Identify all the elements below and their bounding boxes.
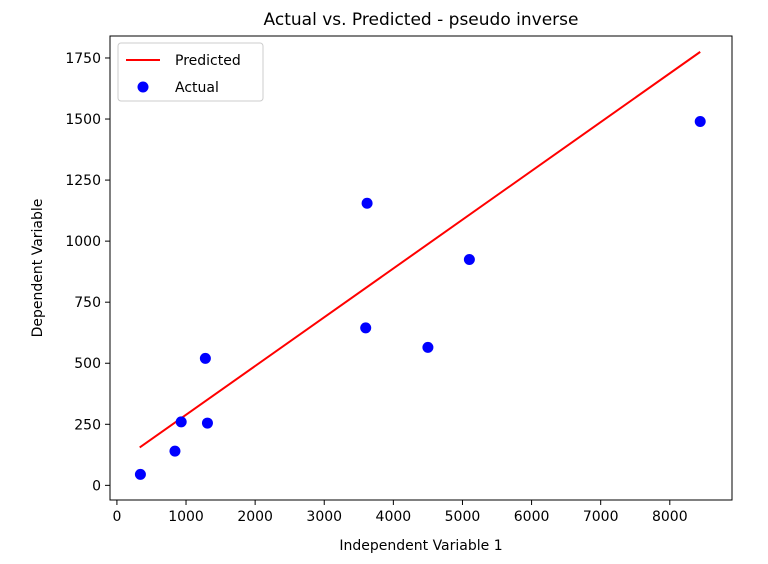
actual-point xyxy=(175,416,187,428)
predicted-line xyxy=(139,51,701,449)
y-axis-label: Dependent Variable xyxy=(30,199,46,338)
x-tick-label: 3000 xyxy=(306,509,342,525)
x-tick-label: 6000 xyxy=(514,509,550,525)
y-tick-label: 500 xyxy=(74,356,101,372)
actual-point xyxy=(201,417,213,429)
x-tick-label: 2000 xyxy=(237,509,273,525)
x-tick-label: 1000 xyxy=(168,509,204,525)
y-tick-label: 0 xyxy=(92,478,101,494)
y-tick-label: 1000 xyxy=(65,234,101,250)
actual-point xyxy=(360,322,372,334)
actual-point xyxy=(199,352,211,364)
x-tick-label: 7000 xyxy=(583,509,619,525)
legend: Predicted Actual xyxy=(117,42,264,102)
actual-point xyxy=(422,341,434,353)
legend-label-predicted: Predicted xyxy=(175,53,241,69)
y-tick-label: 1500 xyxy=(65,112,101,128)
x-tick-label: 5000 xyxy=(445,509,481,525)
legend-box xyxy=(117,42,264,102)
y-tick-label: 250 xyxy=(74,417,101,433)
x-tick-label: 4000 xyxy=(376,509,412,525)
plot-area xyxy=(134,51,706,480)
actual-point xyxy=(169,445,181,457)
x-tick-label: 0 xyxy=(112,509,121,525)
y-axis: 0 250 500 750 1000 1250 1500 1750 xyxy=(65,51,110,494)
x-axis-label: Independent Variable 1 xyxy=(339,538,502,554)
chart-title: Actual vs. Predicted - pseudo inverse xyxy=(264,10,579,30)
x-axis: 0 1000 2000 3000 4000 5000 6000 7000 8000 xyxy=(112,500,688,525)
y-tick-label: 1750 xyxy=(65,51,101,67)
actual-point xyxy=(463,253,475,265)
actual-point xyxy=(694,115,706,127)
legend-marker-swatch xyxy=(137,81,149,93)
actual-point xyxy=(134,468,146,480)
legend-label-actual: Actual xyxy=(175,80,219,96)
plot-frame xyxy=(109,35,733,501)
y-tick-label: 1250 xyxy=(65,173,101,189)
y-tick-label: 750 xyxy=(74,295,101,311)
actual-point xyxy=(361,197,373,209)
x-tick-label: 8000 xyxy=(652,509,688,525)
